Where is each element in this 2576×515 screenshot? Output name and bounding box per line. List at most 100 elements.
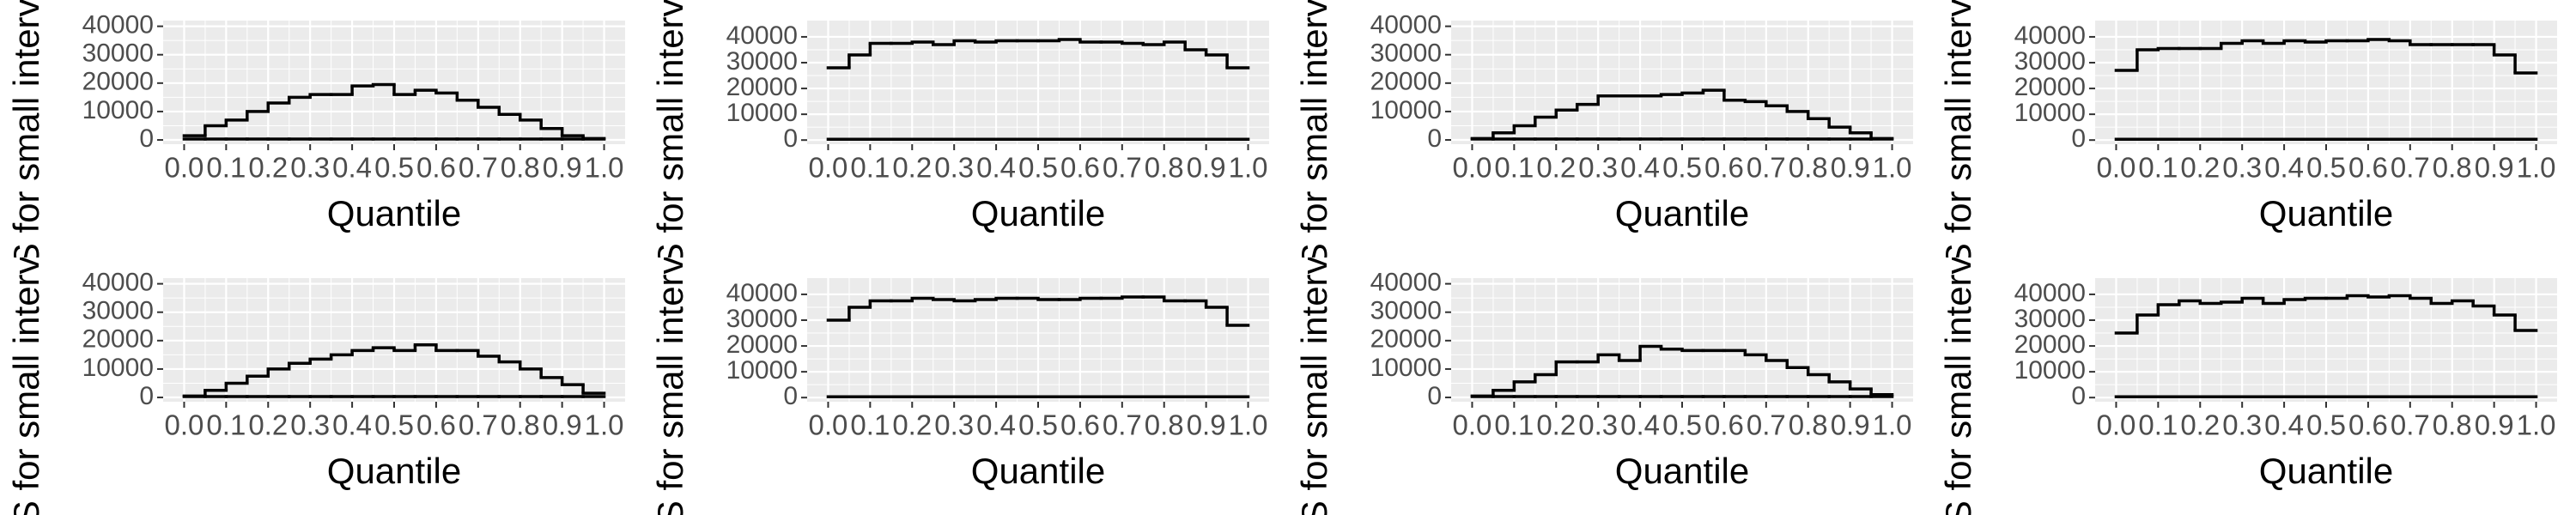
x-tick-label: 0.0 <box>809 152 848 184</box>
x-tick-label: 0.2 <box>2180 409 2220 441</box>
x-tick-label: 0.0 <box>165 409 204 441</box>
y-tick-label: 40000 <box>2014 21 2086 50</box>
y-tick-label: 10000 <box>726 99 798 127</box>
x-tick-label: 1.0 <box>2517 409 2556 441</box>
x-tick-label: 0.5 <box>1662 152 1702 184</box>
y-tick-label: 30000 <box>82 297 154 325</box>
x-tick-label: 0.7 <box>1103 409 1142 441</box>
y-tick-label: 40000 <box>82 269 154 297</box>
x-tick-label: 1.0 <box>585 152 624 184</box>
x-tick-label: 0.3 <box>934 409 974 441</box>
x-tick-label: 0.3 <box>290 152 330 184</box>
x-tick-label: 0.8 <box>2433 409 2472 441</box>
x-tick-label: 0.6 <box>2348 409 2388 441</box>
y-tick-label: 40000 <box>1370 269 1442 297</box>
y-tick-label: 20000 <box>2014 330 2086 359</box>
x-tick-label: 0.0 <box>165 152 204 184</box>
x-tick-label: 0.8 <box>1789 409 1828 441</box>
x-axis-title: Quantile <box>2259 193 2393 233</box>
x-tick-label: 0.9 <box>2475 152 2514 184</box>
x-tick-label: 0.8 <box>1145 152 1184 184</box>
y-tick-label: 0 <box>2071 382 2086 410</box>
x-tick-label: 0.6 <box>1060 409 1100 441</box>
x-tick-label: 0.3 <box>934 152 974 184</box>
x-tick-label: 1.0 <box>2517 152 2556 184</box>
y-axis-title: ESS for small intervals <box>1294 0 1334 315</box>
y-axis-title: ESS for small intervals <box>650 210 690 515</box>
x-tick-label: 0.9 <box>543 152 582 184</box>
x-axis-title: Quantile <box>327 193 461 233</box>
y-tick-label: 10000 <box>82 354 154 382</box>
x-tick-label: 0.5 <box>374 409 414 441</box>
x-tick-label: 0.5 <box>1018 152 1058 184</box>
y-tick-label: 30000 <box>2014 305 2086 333</box>
y-tick-label: 30000 <box>726 47 798 76</box>
y-tick-label: 10000 <box>2014 356 2086 385</box>
x-tick-label: 0.9 <box>543 409 582 441</box>
x-tick-label: 0.2 <box>892 409 932 441</box>
x-tick-label: 0.8 <box>1145 409 1184 441</box>
x-tick-label: 0.1 <box>2138 152 2178 184</box>
y-tick-label: 20000 <box>726 73 798 101</box>
x-tick-label: 0.1 <box>2138 409 2178 441</box>
x-axis-title: Quantile <box>971 193 1105 233</box>
x-tick-label: 0.2 <box>892 152 932 184</box>
y-tick-label: 20000 <box>82 68 154 96</box>
y-tick-label: 10000 <box>2014 99 2086 127</box>
x-tick-label: 0.4 <box>2264 409 2304 441</box>
y-tick-label: 20000 <box>82 325 154 354</box>
y-tick-label: 0 <box>139 124 154 153</box>
y-tick-label: 20000 <box>1370 68 1442 96</box>
x-tick-label: 0.6 <box>416 409 456 441</box>
x-tick-label: 0.6 <box>1704 409 1744 441</box>
x-tick-label: 0.4 <box>332 409 372 441</box>
y-tick-label: 0 <box>139 382 154 410</box>
x-tick-label: 0.1 <box>206 152 246 184</box>
y-tick-label: 0 <box>1427 124 1442 153</box>
y-tick-label: 30000 <box>1370 297 1442 325</box>
x-axis-title: Quantile <box>2259 451 2393 491</box>
x-axis-title: Quantile <box>971 451 1105 491</box>
x-tick-label: 1.0 <box>1873 409 1912 441</box>
x-tick-label: 0.2 <box>248 152 288 184</box>
x-tick-label: 0.3 <box>1578 152 1618 184</box>
x-tick-label: 0.2 <box>1536 152 1576 184</box>
y-tick-label: 10000 <box>726 356 798 385</box>
y-tick-label: 40000 <box>2014 279 2086 307</box>
x-tick-label: 1.0 <box>1229 152 1268 184</box>
y-tick-label: 10000 <box>1370 96 1442 124</box>
y-tick-label: 0 <box>1427 382 1442 410</box>
x-tick-label: 0.3 <box>1578 409 1618 441</box>
x-tick-label: 0.6 <box>2348 152 2388 184</box>
x-tick-label: 0.8 <box>501 409 540 441</box>
x-axis-title: Quantile <box>1615 193 1749 233</box>
y-axis-title: ESS for small intervals <box>1938 0 1978 315</box>
y-axis-title: ESS for small intervals <box>1294 210 1334 515</box>
x-tick-label: 0.7 <box>1747 152 1786 184</box>
x-tick-label: 0.8 <box>501 152 540 184</box>
x-tick-label: 0.3 <box>2222 409 2262 441</box>
y-axis-title: ESS for small intervals <box>1938 210 1978 515</box>
y-tick-label: 20000 <box>2014 73 2086 101</box>
x-tick-label: 0.2 <box>1536 409 1576 441</box>
x-tick-label: 0.4 <box>976 409 1016 441</box>
x-tick-label: 0.7 <box>1747 409 1786 441</box>
x-tick-label: 0.9 <box>1187 152 1226 184</box>
x-tick-label: 0.9 <box>1831 409 1870 441</box>
x-tick-label: 0.9 <box>2475 409 2514 441</box>
y-tick-label: 30000 <box>726 305 798 333</box>
x-tick-label: 0.4 <box>1620 152 1660 184</box>
y-tick-label: 30000 <box>1370 39 1442 68</box>
y-tick-label: 0 <box>783 382 798 410</box>
x-tick-label: 0.6 <box>1060 152 1100 184</box>
x-tick-label: 1.0 <box>1873 152 1912 184</box>
y-axis-title: ESS for small intervals <box>6 0 46 315</box>
x-tick-label: 0.3 <box>290 409 330 441</box>
